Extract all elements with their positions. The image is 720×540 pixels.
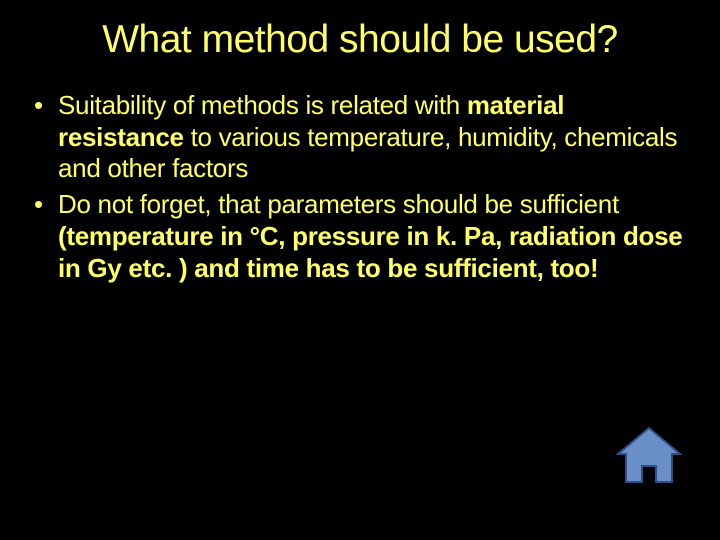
bullet-item: Do not forget, that parameters should be… [28,189,692,284]
bullet-segment: Do not forget, that parameters should be… [58,189,619,219]
slide-container: What method should be used? Suitability … [0,0,720,540]
home-icon[interactable] [614,426,684,486]
bullet-item: Suitability of methods is related with m… [28,90,692,185]
slide-title: What method should be used? [0,0,720,72]
bullet-segment: Suitability of methods is related with [58,90,467,120]
bullet-segment: (temperature in °C, pressure in k. Pa, r… [58,221,682,283]
home-icon-shape [618,428,680,482]
bullet-list: Suitability of methods is related with m… [0,90,720,284]
